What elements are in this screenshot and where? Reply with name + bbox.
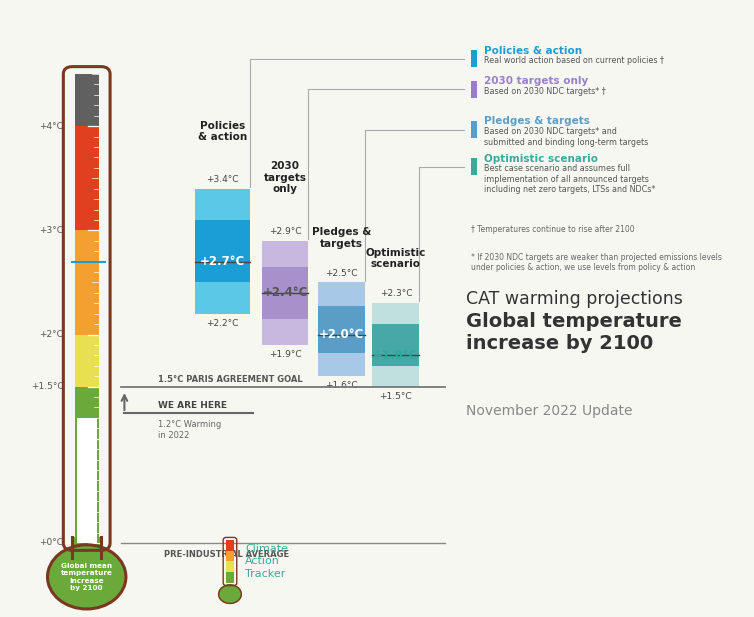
Text: Best case scenario and assumes full
implementation of all announced targets
incl: Best case scenario and assumes full impl… (484, 164, 655, 194)
Text: +2.7°C: +2.7°C (200, 255, 245, 268)
Bar (471, 121, 477, 138)
Text: Optimistic scenario: Optimistic scenario (484, 154, 598, 164)
Text: Pledges &
targets: Pledges & targets (312, 227, 371, 249)
Text: Policies
& action: Policies & action (198, 121, 247, 143)
Text: +2.5°C: +2.5°C (325, 268, 358, 278)
Text: Pledges & targets: Pledges & targets (484, 117, 590, 126)
Text: Based on 2030 NDC targets* and
submitted and binding long-term targets: Based on 2030 NDC targets* and submitted… (484, 127, 648, 146)
Text: WE ARE HERE: WE ARE HERE (158, 401, 228, 410)
Text: +1.9°C: +1.9°C (268, 350, 302, 359)
Text: 2030 targets only: 2030 targets only (484, 77, 588, 86)
Text: +2.3°C: +2.3°C (379, 289, 412, 299)
Text: 2030
targets
only: 2030 targets only (263, 161, 307, 194)
Bar (471, 158, 477, 175)
Bar (226, 550, 234, 561)
Bar (75, 126, 99, 230)
Bar (75, 74, 99, 126)
Text: Real world action based on current policies †: Real world action based on current polic… (484, 56, 664, 65)
Bar (73, 537, 100, 577)
Bar (195, 189, 250, 313)
Text: +2.9°C: +2.9°C (268, 227, 302, 236)
Bar (318, 306, 365, 353)
Circle shape (48, 545, 126, 609)
Text: CAT warming projections: CAT warming projections (466, 291, 683, 308)
Bar (372, 324, 419, 366)
Text: † Temperatures continue to rise after 2100: † Temperatures continue to rise after 21… (471, 225, 635, 234)
Text: Action: Action (245, 557, 280, 566)
Text: Optimistic
scenario: Optimistic scenario (366, 248, 426, 270)
Text: Global mean
temperature
increase
by 2100: Global mean temperature increase by 2100 (61, 563, 112, 591)
Bar (226, 561, 234, 573)
Text: +1.8°C: +1.8°C (373, 349, 418, 362)
Bar (77, 418, 97, 543)
Bar (318, 283, 365, 376)
Text: 1.2°C Warming
in 2022: 1.2°C Warming in 2022 (158, 410, 222, 440)
Text: Based on 2030 NDC targets* †: Based on 2030 NDC targets* † (484, 87, 605, 96)
Text: PRE-INDUSTRIAL AVERAGE: PRE-INDUSTRIAL AVERAGE (164, 550, 289, 560)
Bar (471, 81, 477, 98)
Text: +3°C: +3°C (39, 226, 63, 235)
Text: * If 2030 NDC targets are weaker than projected emissions levels
under policies : * If 2030 NDC targets are weaker than pr… (471, 253, 722, 272)
Text: +0°C: +0°C (39, 539, 63, 547)
Text: +2°C: +2°C (39, 330, 63, 339)
Bar (75, 387, 99, 543)
Bar (262, 241, 308, 345)
Text: +1.5°C: +1.5°C (31, 382, 63, 391)
Bar (226, 540, 234, 550)
Circle shape (219, 585, 241, 603)
Text: Climate: Climate (245, 544, 288, 555)
Text: Policies & action: Policies & action (484, 46, 582, 56)
Text: +2.4°C: +2.4°C (262, 286, 308, 299)
Bar (471, 50, 477, 67)
Bar (262, 267, 308, 319)
Text: +1.6°C: +1.6°C (325, 381, 358, 390)
Text: +1.5°C: +1.5°C (379, 392, 412, 400)
Bar (226, 573, 234, 583)
Bar (195, 220, 250, 283)
Text: +3.4°C: +3.4°C (206, 175, 239, 184)
Text: Tracker: Tracker (245, 568, 286, 579)
Text: +4°C: +4°C (39, 122, 63, 131)
Bar (372, 304, 419, 387)
Bar (75, 334, 99, 387)
Text: 1.5°C PARIS AGREEMENT GOAL: 1.5°C PARIS AGREEMENT GOAL (158, 375, 303, 384)
Bar (75, 230, 99, 334)
Text: +2.2°C: +2.2°C (207, 318, 238, 328)
Text: Global temperature
increase by 2100: Global temperature increase by 2100 (466, 312, 682, 352)
Text: +2.0°C: +2.0°C (319, 328, 364, 341)
Text: November 2022 Update: November 2022 Update (466, 404, 633, 418)
